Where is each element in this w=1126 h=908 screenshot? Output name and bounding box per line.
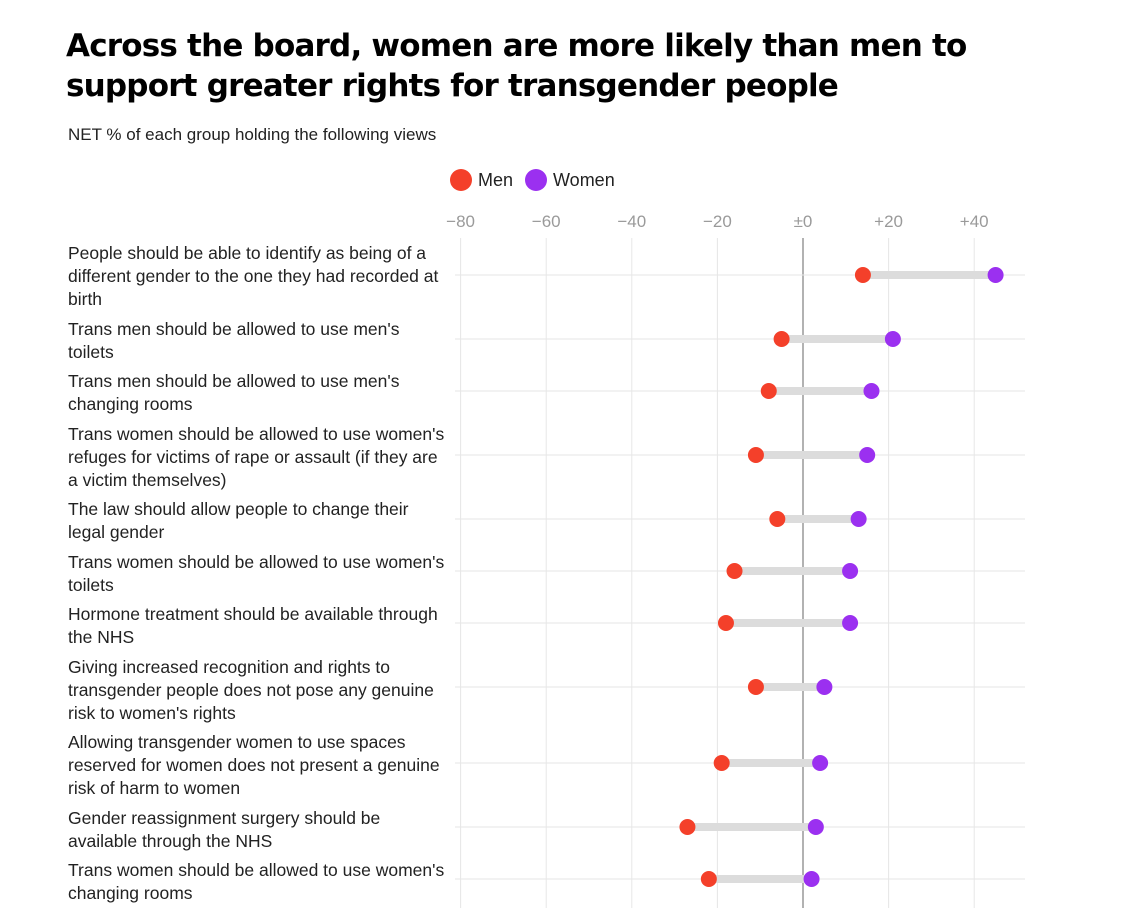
row-label: Trans women should be allowed to use wom… [68,424,445,490]
women-point [807,819,824,835]
legend-item-women: Women [525,169,615,191]
row-label: The law should allow people to change th… [68,499,409,542]
men-point [747,679,764,695]
row-label: Trans men should be allowed to use men's… [68,319,400,362]
x-tick-label: −20 [703,212,732,231]
men-point [773,331,790,347]
men-point [854,267,871,283]
men-point [713,755,730,771]
men-point [679,819,696,835]
women-point [842,615,859,631]
legend-swatch-women [525,169,548,191]
men-point [726,563,743,579]
x-tick-label: ±0 [794,212,813,231]
x-tick-label: −80 [446,212,475,231]
row-label: Trans women should be allowed to use wom… [68,860,445,903]
men-point [700,871,717,887]
row-label: Trans women should be allowed to use wom… [68,552,445,595]
row-label: Giving increased recognition and rights … [68,657,434,723]
men-point [760,383,777,399]
women-point [859,447,876,463]
legend: Men Women [450,167,619,193]
women-point [812,755,829,771]
women-point [816,679,833,695]
women-point [884,331,901,347]
men-point [769,511,786,527]
chart-subtitle: NET % of each group holding the followin… [68,125,437,144]
legend-item-men: Men [450,169,513,191]
chart-title: Across the board, women are more likely … [66,28,967,104]
row-label: People should be able to identify as bei… [68,243,439,309]
legend-label-men: Men [478,169,514,190]
men-point [717,615,734,631]
x-tick-label: +40 [960,212,989,231]
row-label: Gender reassignment surgery should be av… [68,808,381,851]
legend-label-women: Women [553,169,615,190]
x-tick-label: −60 [532,212,561,231]
women-point [842,563,859,579]
x-tick-label: +20 [874,212,903,231]
women-point [863,383,880,399]
women-point [987,267,1004,283]
x-tick-label: −40 [617,212,646,231]
men-point [747,447,764,463]
legend-swatch-men [450,169,472,191]
row-label: Allowing transgender women to use spaces… [68,732,440,798]
women-point [803,871,820,887]
row-label: Trans men should be allowed to use men's… [68,371,400,414]
row-label: Hormone treatment should be available th… [68,604,438,647]
women-point [850,511,867,527]
